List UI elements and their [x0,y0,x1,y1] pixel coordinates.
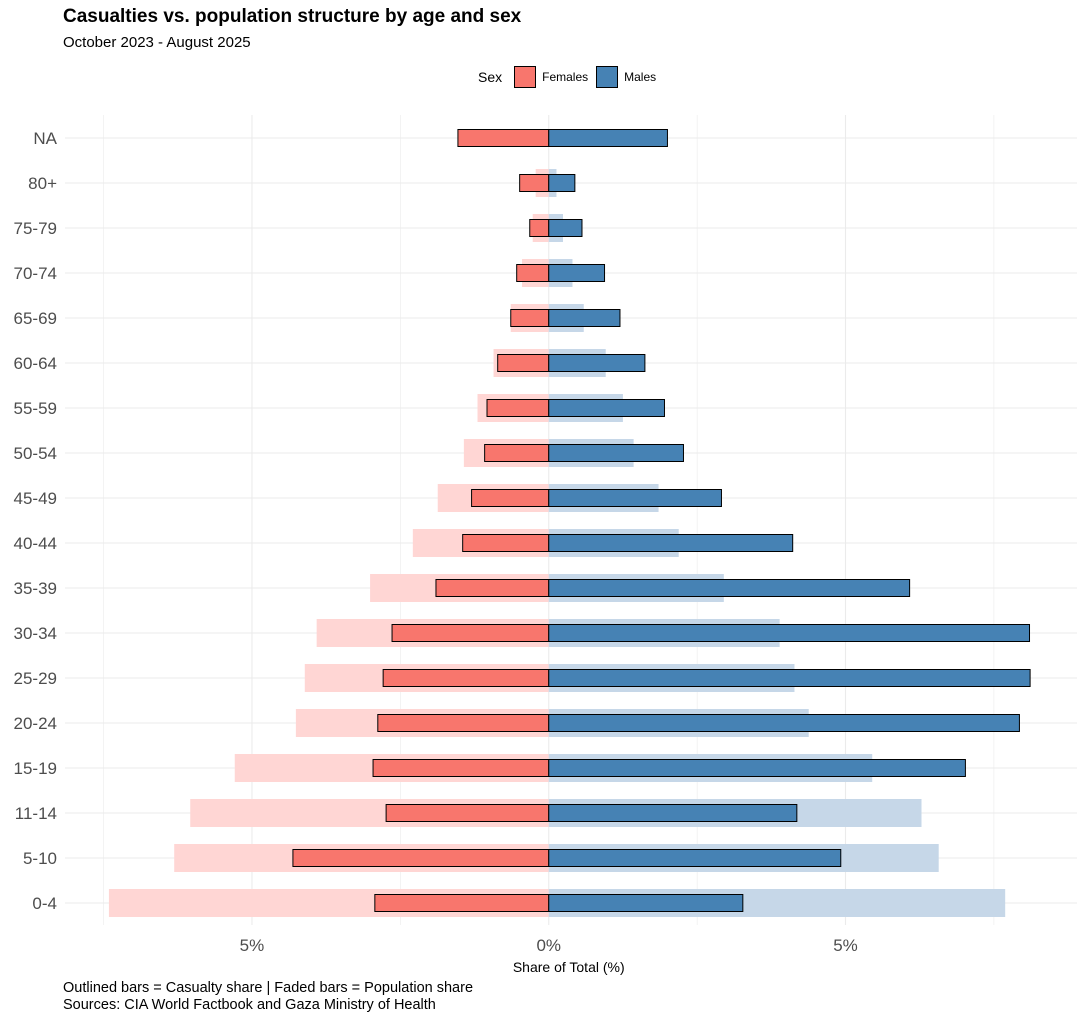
casualty-bar-females [486,399,550,417]
casualty-bar-females [391,624,550,642]
y-tick-label: 25-29 [14,669,57,688]
casualty-bar-females [519,174,550,192]
x-tick-label: 0% [536,936,561,955]
casualty-bar-females [510,309,550,327]
casualty-bar-females [382,669,550,687]
y-tick-label: 0-4 [32,894,57,913]
y-tick-label: NA [33,129,57,148]
x-axis-title: Share of Total (%) [513,959,625,975]
y-tick-label: 60-64 [14,354,57,373]
casualty-bar-females [462,534,550,552]
y-tick-label: 11-14 [15,804,57,823]
y-tick-label: 50-54 [14,444,57,463]
y-tick-label: 20-24 [14,714,57,733]
y-tick-label: 75-79 [14,219,57,238]
casualty-bar-males [548,309,621,327]
casualty-bar-males [548,894,744,912]
x-tick-label: 5% [833,936,858,955]
y-tick-label: 30-34 [14,624,57,643]
casualty-bar-males [548,759,966,777]
casualty-bar-males [548,714,1020,732]
y-tick-label: 40-44 [14,534,57,553]
casualty-bar-females [385,804,550,822]
casualty-bar-females [471,489,550,507]
y-tick-label: 65-69 [14,309,57,328]
caption-note: Outlined bars = Casualty share | Faded b… [63,980,474,996]
casualty-bar-females [497,354,550,372]
legend-swatch-males [596,66,619,88]
casualty-bar-males [548,489,722,507]
chart-title: Casualties vs. population structure by a… [63,6,522,27]
casualty-bar-females [292,849,550,867]
casualty-bar-males [548,624,1031,642]
caption-sources: Sources: CIA World Factbook and Gaza Min… [63,997,436,1013]
casualty-bar-males [548,669,1031,687]
y-tick-label: 80+ [28,174,57,193]
y-tick-label: 45-49 [14,489,57,508]
legend: Sex Females Males [478,66,656,88]
casualty-bar-females [374,894,550,912]
casualty-bar-males [548,219,583,237]
casualty-bar-males [548,399,665,417]
casualty-bar-females [457,129,550,147]
legend-title: Sex [478,69,503,85]
casualty-bar-males [548,849,842,867]
casualty-bar-males [548,264,606,282]
legend-label-females: Females [542,70,589,84]
casualty-bar-females [484,444,550,462]
x-tick-label: 5% [240,936,265,955]
legend-label-males: Males [624,70,657,84]
chart-subtitle: October 2023 - August 2025 [63,34,251,51]
y-tick-label: 35-39 [14,579,57,598]
legend-swatch-females [514,66,537,88]
casualty-bar-females [529,219,550,237]
casualty-bar-females [435,579,550,597]
casualty-bar-females [372,759,550,777]
casualty-bar-females [377,714,550,732]
casualty-bar-males [548,579,911,597]
y-tick-label: 70-74 [14,264,57,283]
y-tick-label: 55-59 [14,399,57,418]
casualty-bar-males [548,354,646,372]
casualty-bar-males [548,129,668,147]
casualty-bar-males [548,534,794,552]
casualty-bar-females [516,264,550,282]
casualty-bar-males [548,444,684,462]
y-tick-label: 15-19 [14,759,57,778]
casualty-bar-males [548,174,576,192]
y-tick-label: 5-10 [23,849,57,868]
casualty-bar-males [548,804,798,822]
